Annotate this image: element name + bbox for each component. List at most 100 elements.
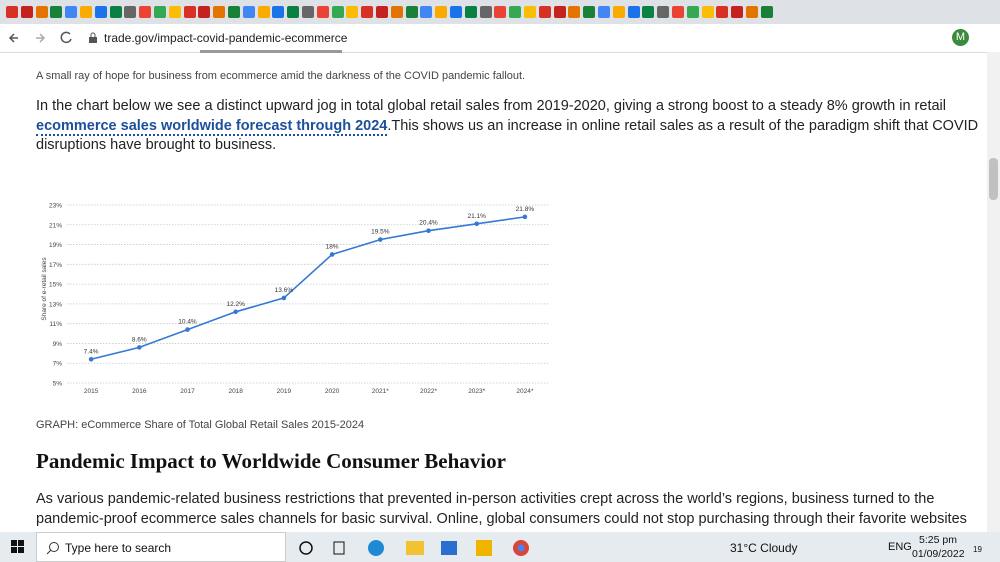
x-tick-label: 2020 (325, 388, 340, 395)
tab-favicon[interactable] (716, 6, 729, 18)
tab-favicon[interactable] (109, 6, 122, 18)
graph-caption: GRAPH: eCommerce Share of Total Global R… (36, 419, 365, 431)
tab-favicon[interactable] (272, 6, 285, 18)
tab-favicon[interactable] (361, 6, 374, 18)
taskbar-apps[interactable] (296, 538, 536, 558)
tab-favicon[interactable] (168, 6, 181, 18)
tab-favicon[interactable] (642, 6, 655, 18)
taskbar: Type here to search 31°C Cloudy ENG 5:25… (0, 532, 1000, 562)
tab-favicon[interactable] (464, 6, 477, 18)
profile-avatar[interactable]: M (952, 29, 969, 46)
tab-favicon[interactable] (346, 6, 359, 18)
tab-favicon[interactable] (524, 6, 536, 18)
x-tick-label: 2016 (132, 388, 147, 395)
tab-favicon[interactable] (435, 6, 448, 18)
data-label: 19.5% (371, 229, 390, 236)
nav-buttons[interactable] (8, 30, 78, 46)
y-tick-label: 23% (49, 203, 62, 210)
scrollbar[interactable] (987, 52, 1000, 532)
tab-favicon[interactable] (509, 6, 522, 18)
data-line (90, 216, 526, 361)
tab-favicon[interactable] (627, 6, 640, 18)
tab-favicon[interactable] (612, 6, 625, 18)
y-tick-label: 21% (49, 222, 62, 229)
tab-favicon[interactable] (376, 6, 388, 18)
tab-favicon[interactable] (242, 6, 255, 18)
tab-favicon[interactable] (35, 6, 48, 18)
data-label: 7.4% (84, 348, 99, 355)
tab-favicon[interactable] (583, 6, 596, 18)
data-point (281, 295, 287, 301)
data-label: 18% (326, 243, 339, 250)
y-axis-label: Share of e-retail sales (41, 257, 48, 321)
tab-strip (0, 0, 1000, 24)
tab-favicon[interactable] (139, 6, 152, 18)
tab-favicon[interactable] (331, 6, 344, 18)
tab-favicon[interactable] (198, 6, 211, 18)
tab-favicon[interactable] (6, 6, 18, 18)
tab-favicon[interactable] (686, 6, 699, 18)
tab-favicon[interactable] (479, 6, 492, 18)
tab-favicon[interactable] (390, 6, 403, 18)
image-caption: A small ray of hope for business from ec… (36, 70, 526, 82)
tab-favicon[interactable] (672, 6, 684, 18)
tab-favicon[interactable] (287, 6, 300, 18)
tab-favicon[interactable] (701, 6, 714, 18)
x-tick-label: 2022* (420, 388, 437, 395)
tab-favicon[interactable] (538, 6, 551, 18)
tab-favicon[interactable] (65, 6, 78, 18)
data-point (474, 221, 480, 227)
address-bar: trade.gov/impact-covid-pandemic-ecommerc… (0, 24, 1000, 53)
data-point (88, 356, 94, 362)
tab-favicon[interactable] (760, 6, 773, 18)
data-label: 21.8% (516, 206, 535, 213)
notification-count[interactable]: 19 (973, 545, 982, 554)
tab-favicon[interactable] (50, 6, 63, 18)
url[interactable]: trade.gov/impact-covid-pandemic-ecommerc… (104, 31, 348, 45)
search-placeholder: Type here to search (65, 541, 172, 555)
x-tick-label: 2017 (180, 388, 195, 395)
tab-favicon[interactable] (598, 6, 610, 18)
y-tick-label: 5% (53, 381, 63, 388)
tab-favicon[interactable] (257, 6, 270, 18)
tab-favicon[interactable] (183, 6, 196, 18)
tab-favicon[interactable] (80, 6, 92, 18)
data-point (137, 345, 142, 350)
tab-favicon[interactable] (94, 6, 107, 18)
tab-favicon[interactable] (213, 6, 226, 18)
tab-favicon[interactable] (302, 6, 314, 18)
tab-favicon[interactable] (731, 6, 744, 18)
link[interactable]: ecommerce sales worldwide forecast throu… (36, 117, 388, 136)
text: In the chart below we see a distinct upw… (36, 98, 946, 114)
clock-date[interactable]: 01/09/2022 (912, 548, 965, 560)
tab-favicon[interactable] (154, 6, 166, 18)
tab-favicon[interactable] (568, 6, 581, 18)
tab-favicon[interactable] (316, 6, 329, 18)
tab-favicon[interactable] (405, 6, 418, 18)
data-label: 13.6% (275, 287, 294, 294)
paragraph: In the chart below we see a distinct upw… (36, 97, 978, 156)
tab-favicon[interactable] (553, 6, 566, 18)
y-tick-label: 17% (49, 262, 62, 269)
tab-favicon[interactable] (746, 6, 758, 18)
start-button[interactable] (11, 540, 25, 554)
data-point (329, 252, 335, 257)
scrollbar-thumb[interactable] (989, 158, 998, 200)
tab-favicon[interactable] (494, 6, 507, 18)
text: disruptions have brought to business. (36, 137, 277, 153)
clock-time[interactable]: 5:25 pm (919, 534, 957, 546)
image-bottom-edge (200, 50, 342, 53)
tab-favicon[interactable] (20, 6, 33, 18)
section-heading: Pandemic Impact to Worldwide Consumer Be… (36, 449, 506, 473)
search-box[interactable]: Type here to search (36, 532, 286, 562)
tab-favicon[interactable] (420, 6, 433, 18)
data-label: 10.4% (178, 319, 197, 326)
data-label: 21.1% (467, 213, 486, 220)
language[interactable]: ENG (888, 541, 912, 553)
tab-favicon[interactable] (450, 6, 462, 18)
tab-favicon[interactable] (124, 6, 137, 18)
tab-favicon[interactable] (228, 6, 240, 18)
tab-favicon[interactable] (657, 6, 670, 18)
weather[interactable]: 31°C Cloudy (730, 541, 798, 555)
